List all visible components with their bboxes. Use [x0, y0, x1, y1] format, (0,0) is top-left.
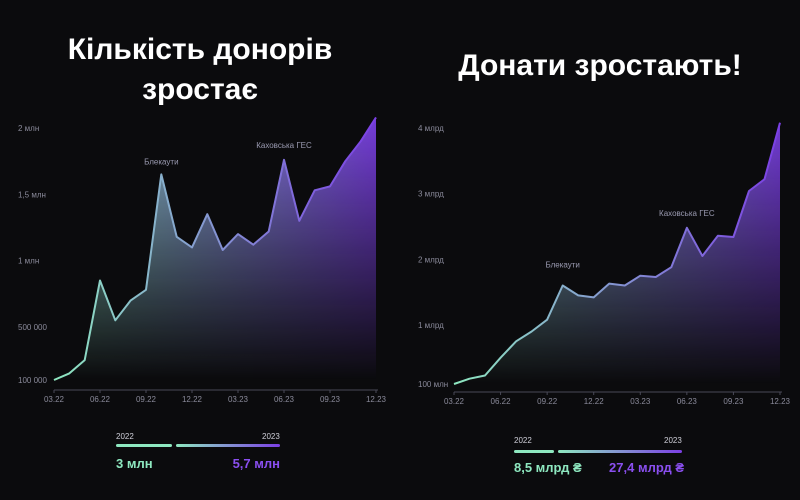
donations-legend-bar-to — [558, 450, 682, 453]
annotation-label: Блекаути — [545, 261, 579, 270]
series-area — [54, 117, 376, 381]
y-tick-label: 2 млн — [18, 124, 39, 133]
donations-legend-bar-from — [514, 450, 554, 453]
y-tick-label: 4 млрд — [418, 124, 444, 133]
x-tick-label: 09.22 — [537, 397, 558, 406]
x-tick-label: 03.22 — [44, 395, 65, 404]
annotation-label: Каховська ГЕС — [256, 141, 312, 150]
y-tick-label: 100 000 — [18, 376, 47, 385]
y-tick-label: 2 млрд — [418, 255, 444, 264]
x-tick-label: 06.23 — [677, 397, 698, 406]
x-tick-label: 03.23 — [228, 395, 249, 404]
x-tick-label: 06.22 — [491, 397, 512, 406]
x-tick-label: 03.23 — [630, 397, 651, 406]
y-tick-label: 500 000 — [18, 323, 47, 332]
y-tick-label: 100 млн — [418, 380, 448, 389]
x-tick-label: 09.23 — [320, 395, 341, 404]
x-tick-label: 12.22 — [584, 397, 605, 406]
donations-chart: 100 млн 1 млрд 2 млрд 3 млрд 4 млрд 03.22 06.2… — [418, 122, 791, 406]
donors-panel: Кількість донорів зростає 100 000 500 000… — [0, 30, 400, 471]
x-tick-label: 06.22 — [90, 395, 111, 404]
donations-legend-value-to: 27,4 млрд ₴ — [609, 460, 684, 475]
donations-panel: Донати зростають! 100 млн 1 млрд 2 млрд 3 м… — [400, 0, 800, 500]
y-tick-label: 1,5 млн — [18, 190, 46, 199]
x-tick-label: 12.22 — [182, 395, 203, 404]
donations-legend-year-to: 2023 — [664, 436, 682, 445]
donors-title: Кількість донорів зростає — [0, 30, 400, 110]
series-line — [453, 122, 781, 385]
x-tick-label: 09.23 — [723, 397, 744, 406]
donations-legend-year-from: 2022 — [514, 436, 532, 445]
x-tick-label: 12.23 — [770, 397, 791, 406]
donations-title-line1: Донати зростають! — [458, 49, 742, 82]
series-area — [454, 122, 780, 384]
donations-title: Донати зростають! — [400, 46, 800, 86]
y-tick-label: 1 млн — [18, 257, 39, 266]
x-tick-label: 12.23 — [366, 395, 387, 404]
donors-legend-value-to: 5,7 млн — [232, 456, 280, 471]
donors-legend-bar-to — [176, 444, 280, 447]
donors-legend-year-from: 2022 — [116, 432, 134, 441]
donations-legend-value-from: 8,5 млрд ₴ — [514, 460, 582, 475]
donors-chart: 100 000 500 000 1 млн 1,5 млн 2 млн 03.22 06.2… — [18, 116, 387, 404]
x-tick-label: 09.22 — [136, 395, 157, 404]
x-tick-label: 06.23 — [274, 395, 295, 404]
donors-legend-year-to: 2023 — [262, 432, 280, 441]
donors-title-line1: Кількість донорів — [67, 33, 333, 66]
y-tick-label: 3 млрд — [418, 190, 444, 199]
x-tick-label: 03.22 — [444, 397, 465, 406]
series-line — [53, 116, 377, 381]
annotation-label: Блекаути — [144, 157, 178, 166]
donors-legend-value-from: 3 млн — [116, 456, 153, 471]
y-tick-label: 1 млрд — [418, 321, 444, 330]
annotation-label: Каховська ГЕС — [659, 209, 715, 218]
donors-legend-bar-from — [116, 444, 172, 447]
donors-title-line2: зростає — [142, 73, 258, 106]
